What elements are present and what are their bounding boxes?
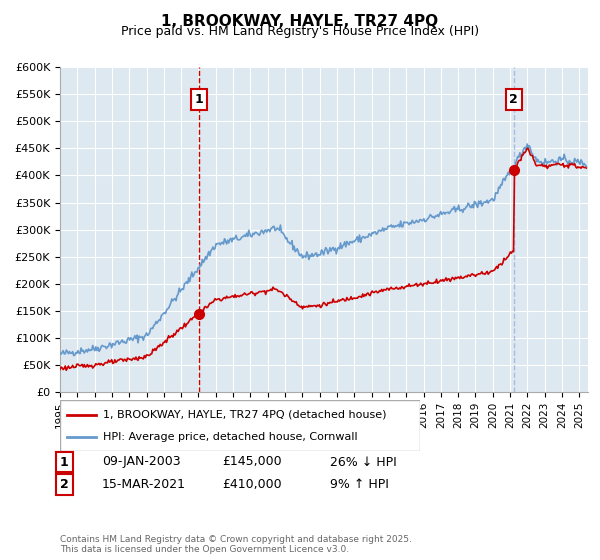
Text: Price paid vs. HM Land Registry's House Price Index (HPI): Price paid vs. HM Land Registry's House …: [121, 25, 479, 38]
Text: 1, BROOKWAY, HAYLE, TR27 4PQ (detached house): 1, BROOKWAY, HAYLE, TR27 4PQ (detached h…: [103, 409, 387, 419]
Text: £410,000: £410,000: [222, 478, 281, 491]
Text: 1: 1: [194, 93, 203, 106]
Text: 09-JAN-2003: 09-JAN-2003: [102, 455, 181, 469]
Text: 2: 2: [60, 478, 69, 491]
Text: HPI: Average price, detached house, Cornwall: HPI: Average price, detached house, Corn…: [103, 432, 358, 442]
Text: 2: 2: [509, 93, 518, 106]
FancyBboxPatch shape: [60, 400, 420, 451]
Text: 9% ↑ HPI: 9% ↑ HPI: [330, 478, 389, 491]
Text: 26% ↓ HPI: 26% ↓ HPI: [330, 455, 397, 469]
Text: 1, BROOKWAY, HAYLE, TR27 4PQ: 1, BROOKWAY, HAYLE, TR27 4PQ: [161, 14, 439, 29]
Text: 1: 1: [60, 455, 69, 469]
Text: £145,000: £145,000: [222, 455, 281, 469]
Text: Contains HM Land Registry data © Crown copyright and database right 2025.
This d: Contains HM Land Registry data © Crown c…: [60, 535, 412, 554]
Text: 15-MAR-2021: 15-MAR-2021: [102, 478, 186, 491]
